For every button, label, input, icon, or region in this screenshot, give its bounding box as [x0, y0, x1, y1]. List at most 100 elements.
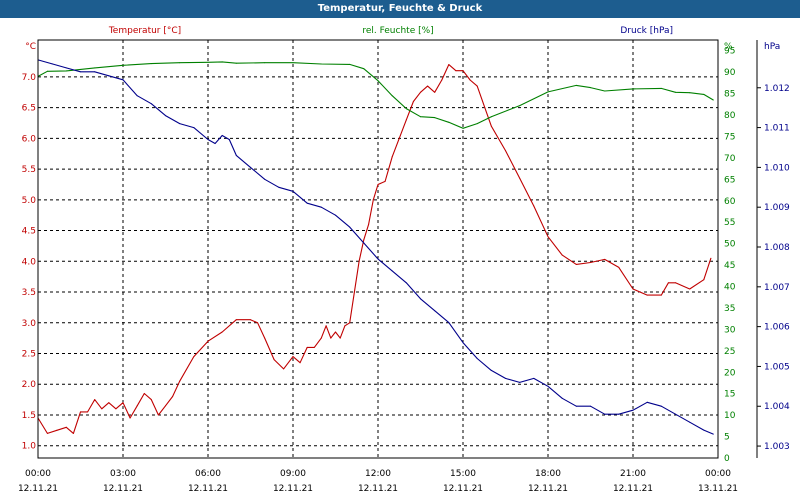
humidity-data-point — [391, 95, 393, 97]
pressure-data-point — [476, 358, 478, 359]
temperature-data-point — [283, 368, 285, 370]
temperature-data-point — [221, 331, 223, 333]
temperature-data-point — [94, 399, 96, 401]
temperature-data-point — [675, 282, 676, 284]
series-group — [37, 59, 714, 435]
pressure-data-point — [547, 385, 549, 387]
pressure-data-point — [391, 270, 393, 272]
humidity-unit-label: % — [724, 42, 733, 52]
temperature-data-point — [377, 184, 379, 185]
temperature-tick-label: 2.0 — [22, 380, 37, 390]
temperature-data-point — [412, 101, 414, 102]
temperature-data-point — [703, 279, 705, 281]
temperature-data-point — [363, 239, 365, 241]
pressure-data-point — [490, 369, 492, 371]
humidity-data-point — [179, 62, 181, 64]
humidity-tick-label: 0 — [724, 454, 730, 464]
humidity-data-point — [46, 70, 48, 72]
humidity-tick-label: 25 — [724, 347, 735, 357]
humidity-tick-label: 10 — [724, 411, 736, 421]
temperature-data-point — [136, 405, 138, 407]
humidity-data-point — [235, 62, 237, 64]
temperature-data-point — [273, 359, 275, 361]
pressure-tick-label: 1.003 — [764, 442, 790, 452]
temperature-data-point — [427, 85, 429, 87]
pressure-tick-label: 1.009 — [764, 203, 790, 213]
pressure-unit-label: hPa — [764, 42, 780, 52]
pressure-data-point — [264, 178, 266, 180]
legend-pressure: Druck [hPa] — [620, 26, 673, 36]
humidity-tick-label: 90 — [724, 68, 736, 78]
pressure-tick-label: 1.010 — [764, 163, 790, 173]
humidity-tick-label: 45 — [724, 261, 735, 271]
temperature-data-point — [257, 322, 259, 324]
temperature-data-point — [476, 85, 478, 87]
temperature-data-point — [72, 432, 74, 434]
temperature-data-point — [405, 119, 407, 121]
legend-temperature: Temperatur [°C] — [108, 26, 181, 36]
temperature-data-point — [46, 432, 48, 434]
temperature-data-point — [165, 405, 166, 407]
pressure-data-point — [632, 409, 634, 411]
pressure-data-point — [405, 282, 407, 284]
temperature-data-point — [330, 337, 332, 339]
temperature-tick-label: 3.0 — [22, 319, 37, 329]
pressure-data-point — [235, 154, 237, 156]
temperature-data-point — [349, 322, 351, 324]
pressure-tick-label: 1.004 — [764, 402, 790, 412]
temperature-tick-label: 7.0 — [22, 73, 37, 83]
x-tick-date: 12.11.21 — [613, 484, 653, 494]
humidity-data-point — [292, 62, 294, 64]
humidity-data-point — [604, 90, 606, 92]
temperature-data-point — [207, 340, 209, 342]
temperature-data-point — [335, 331, 336, 333]
pressure-data-point — [420, 298, 421, 300]
temperature-data-point — [115, 408, 117, 410]
temperature-data-point — [441, 79, 443, 81]
temperature-data-point — [157, 414, 159, 416]
pressure-data-point — [306, 202, 308, 204]
pressure-data-point — [505, 377, 506, 379]
temperature-data-point — [561, 254, 563, 256]
pressure-data-point — [250, 166, 251, 168]
pressure-data-point — [349, 226, 351, 228]
temperature-data-point — [65, 426, 67, 428]
temperature-data-point — [101, 408, 103, 410]
humidity-data-point — [632, 88, 634, 90]
temperature-data-point — [372, 199, 374, 201]
x-tick-time: 15:00 — [450, 469, 476, 479]
humidity-tick-label: 30 — [724, 325, 736, 335]
temperature-data-point — [646, 294, 648, 296]
temperature-tick-label: 4.5 — [22, 227, 36, 237]
temperature-data-point — [292, 356, 294, 358]
x-tick-time: 12:00 — [365, 469, 391, 479]
temperature-data-point — [306, 346, 308, 348]
temperature-data-point — [80, 411, 81, 413]
x-tick-time: 06:00 — [195, 469, 221, 479]
humidity-data-point — [448, 121, 450, 123]
pressure-data-point — [434, 310, 436, 312]
x-tick-time: 09:00 — [280, 469, 306, 479]
pressure-data-point — [703, 429, 705, 431]
pressure-data-point — [165, 115, 166, 117]
x-tick-date: 12.11.21 — [358, 484, 398, 494]
humidity-data-point — [405, 108, 407, 110]
temperature-tick-label: 3.5 — [22, 288, 36, 298]
x-tick-time: 03:00 — [110, 469, 136, 479]
humidity-data-point — [221, 61, 223, 63]
x-tick-time: 18:00 — [535, 469, 561, 479]
temperature-data-point — [575, 263, 577, 265]
humidity-data-point — [689, 92, 691, 94]
pressure-data-point — [363, 242, 365, 244]
temperature-data-point — [56, 429, 58, 431]
humidity-data-point — [547, 91, 549, 93]
pressure-data-point — [122, 79, 124, 81]
temperature-tick-label: 6.0 — [22, 134, 37, 144]
x-tick-date: 12.11.21 — [103, 484, 143, 494]
temperature-data-point — [358, 260, 360, 262]
legend-humidity: rel. Feuchte [%] — [362, 26, 433, 36]
temperature-data-point — [632, 288, 634, 290]
humidity-data-point — [349, 63, 351, 65]
pressure-data-point — [675, 413, 676, 415]
pressure-tick-label: 1.005 — [764, 362, 790, 372]
